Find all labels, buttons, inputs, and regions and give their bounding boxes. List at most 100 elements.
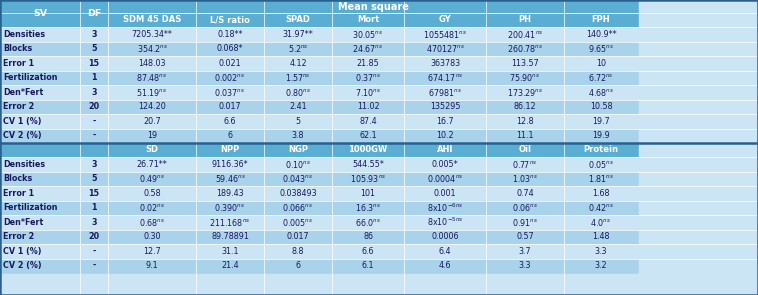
Bar	[564, 85, 638, 99]
Bar	[0, 0, 80, 13]
Text: 4.12: 4.12	[290, 59, 307, 68]
Text: 0.021: 0.021	[219, 59, 241, 68]
Text: SDM 45 DAS: SDM 45 DAS	[123, 16, 181, 24]
Text: 10.2: 10.2	[436, 131, 454, 140]
Text: 101: 101	[361, 189, 375, 198]
Text: 89.78891: 89.78891	[211, 232, 249, 241]
Bar	[564, 215, 638, 230]
Text: 0.001: 0.001	[434, 189, 456, 198]
Bar	[332, 143, 404, 157]
Bar	[0, 27, 80, 42]
Bar	[80, 258, 108, 273]
Text: 0.74: 0.74	[516, 189, 534, 198]
Text: 62.1: 62.1	[359, 131, 377, 140]
Text: NGP: NGP	[288, 145, 308, 155]
Text: 5: 5	[91, 174, 97, 183]
Text: Mort: Mort	[357, 16, 379, 24]
Bar	[486, 13, 564, 27]
Text: 6.6: 6.6	[224, 117, 236, 126]
Bar	[196, 71, 264, 85]
Text: 0.017: 0.017	[287, 232, 309, 241]
Bar	[264, 71, 332, 85]
Bar	[564, 71, 638, 85]
Text: 12.7: 12.7	[143, 247, 161, 256]
Bar	[404, 27, 486, 42]
Text: 363783: 363783	[430, 59, 460, 68]
Bar	[264, 186, 332, 201]
Bar	[196, 157, 264, 171]
Text: 9116.36*: 9116.36*	[211, 160, 249, 169]
Bar	[332, 157, 404, 171]
Bar	[486, 201, 564, 215]
Bar	[196, 143, 264, 157]
Text: GY: GY	[439, 16, 451, 24]
Text: 0.005*: 0.005*	[432, 160, 459, 169]
Text: NPP: NPP	[221, 145, 240, 155]
Text: 21.85: 21.85	[356, 59, 379, 68]
Text: 0.58: 0.58	[143, 189, 161, 198]
Bar	[404, 171, 486, 186]
Text: Densities: Densities	[3, 160, 45, 169]
Bar	[80, 244, 108, 258]
Bar	[564, 186, 638, 201]
Bar	[264, 215, 332, 230]
Bar	[108, 13, 196, 27]
Bar	[332, 201, 404, 215]
Text: 16.7: 16.7	[436, 117, 454, 126]
Bar	[564, 99, 638, 114]
Text: DF: DF	[87, 9, 101, 18]
Text: 12.8: 12.8	[516, 117, 534, 126]
Text: 8x10$^{-6ns}$: 8x10$^{-6ns}$	[427, 201, 463, 214]
Bar	[332, 114, 404, 129]
Text: 6.6: 6.6	[362, 247, 374, 256]
Bar	[0, 143, 80, 157]
Bar	[332, 56, 404, 71]
Bar	[486, 114, 564, 129]
Text: 2.41: 2.41	[290, 102, 307, 111]
Bar	[80, 27, 108, 42]
Bar	[196, 258, 264, 273]
Text: CV 1 (%): CV 1 (%)	[3, 247, 42, 256]
Text: 5: 5	[91, 44, 97, 53]
Text: CV 1 (%): CV 1 (%)	[3, 117, 42, 126]
Text: 3: 3	[91, 88, 97, 97]
Text: 0.0006: 0.0006	[431, 232, 459, 241]
Text: 0.02$^{ns}$: 0.02$^{ns}$	[139, 202, 165, 213]
Bar	[196, 42, 264, 56]
Text: 1: 1	[91, 73, 97, 82]
Text: 1.57$^{ns}$: 1.57$^{ns}$	[285, 72, 311, 83]
Bar	[486, 171, 564, 186]
Text: 0.18**: 0.18**	[218, 30, 243, 39]
Text: 1.81$^{ns}$: 1.81$^{ns}$	[588, 173, 614, 184]
Text: 0.066$^{ns}$: 0.066$^{ns}$	[282, 202, 314, 213]
Bar	[332, 186, 404, 201]
Bar	[108, 201, 196, 215]
Text: 0.017: 0.017	[219, 102, 241, 111]
Bar	[404, 230, 486, 244]
Bar	[404, 71, 486, 85]
Bar	[196, 244, 264, 258]
Text: 3.8: 3.8	[292, 131, 304, 140]
Bar	[108, 56, 196, 71]
Bar	[80, 129, 108, 143]
Text: 3.2: 3.2	[595, 261, 607, 270]
Bar	[264, 129, 332, 143]
Bar	[80, 0, 108, 27]
Bar	[0, 114, 80, 129]
Bar	[196, 201, 264, 215]
Bar	[264, 99, 332, 114]
Text: Mean square: Mean square	[337, 1, 409, 12]
Bar	[264, 157, 332, 171]
Bar	[196, 85, 264, 99]
Text: 0.037$^{ns}$: 0.037$^{ns}$	[215, 87, 246, 98]
Text: Den*Fert: Den*Fert	[3, 218, 43, 227]
Text: 15: 15	[89, 189, 99, 198]
Bar	[564, 129, 638, 143]
Bar	[196, 13, 264, 27]
Text: Den*Fert: Den*Fert	[3, 88, 43, 97]
Text: 0.37$^{ns}$: 0.37$^{ns}$	[355, 72, 381, 83]
Bar	[0, 244, 80, 258]
Bar	[108, 215, 196, 230]
Bar	[196, 27, 264, 42]
Text: Error 2: Error 2	[3, 232, 34, 241]
